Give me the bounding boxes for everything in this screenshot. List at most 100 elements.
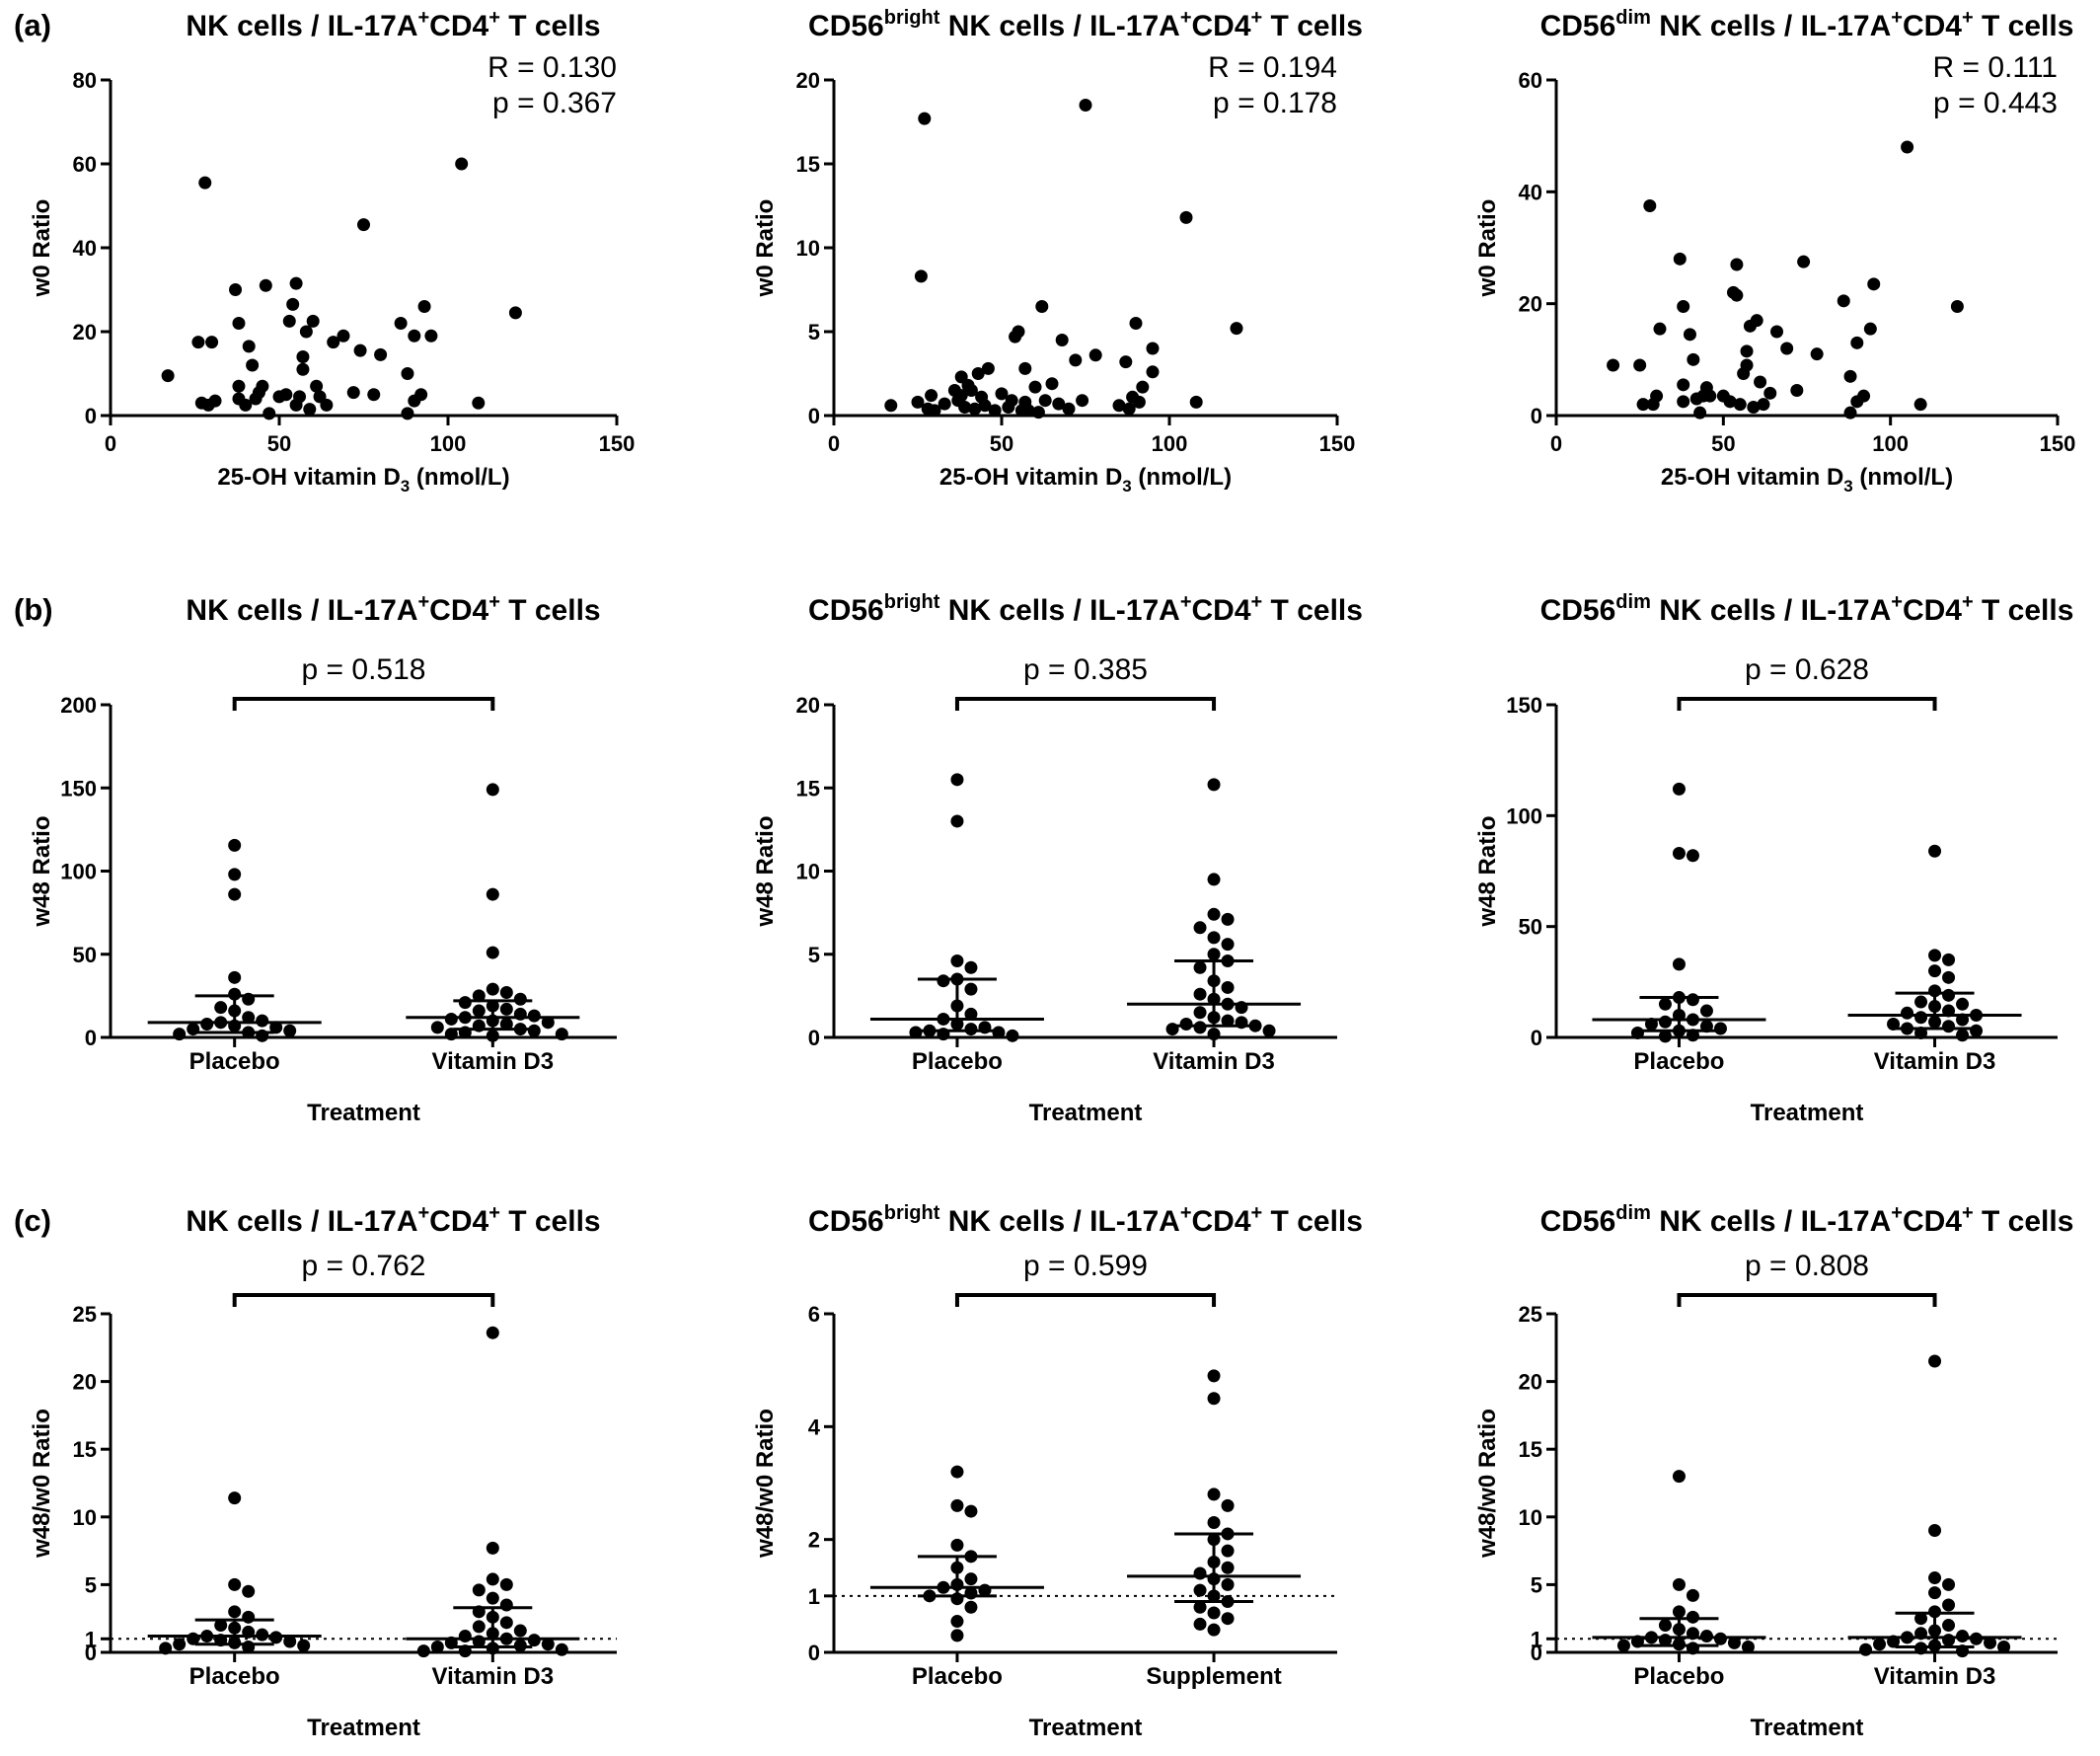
x-label-part: 25-OH vitamin D bbox=[939, 464, 1122, 491]
data-point bbox=[472, 1004, 486, 1018]
data-point bbox=[1207, 1011, 1221, 1025]
data-point bbox=[499, 1577, 513, 1591]
data-point bbox=[1950, 300, 1964, 313]
category-label: Supplement bbox=[1146, 1663, 1281, 1690]
data-point bbox=[918, 112, 932, 125]
data-point bbox=[1914, 1627, 1928, 1641]
x-axis-label: 25-OH vitamin D3 (nmol/L) bbox=[217, 464, 509, 496]
data-point bbox=[950, 1615, 964, 1629]
chart-panel-9: CD56dim NK cells / IL-17A+CD4+ T cells01… bbox=[1474, 1202, 2073, 1741]
data-point bbox=[1207, 1392, 1221, 1406]
data-point bbox=[269, 1021, 283, 1034]
p-value: p = 0.628 bbox=[1745, 653, 1869, 686]
x-tick-label: 50 bbox=[990, 431, 1013, 456]
data-point bbox=[1672, 991, 1686, 1005]
data-point bbox=[964, 1586, 978, 1600]
title-superscript: + bbox=[1180, 591, 1192, 613]
data-point bbox=[1686, 1029, 1699, 1042]
panel-letter: (c) bbox=[14, 1203, 51, 1238]
data-point bbox=[1193, 1566, 1207, 1580]
data-point bbox=[486, 887, 499, 901]
y-tick-label: 15 bbox=[73, 1437, 97, 1462]
data-point bbox=[1672, 1024, 1686, 1037]
data-point bbox=[430, 1021, 444, 1034]
data-point bbox=[1956, 1029, 1970, 1042]
data-point bbox=[950, 1629, 964, 1642]
p-value: p = 0.385 bbox=[1023, 653, 1148, 686]
panel-title: CD56bright NK cells / IL-17A+CD4+ T cell… bbox=[808, 7, 1363, 42]
data-point bbox=[992, 1026, 1006, 1039]
y-tick-label: 40 bbox=[1519, 180, 1542, 204]
data-point bbox=[1146, 365, 1160, 379]
y-tick-label: 2 bbox=[808, 1528, 820, 1553]
data-point bbox=[1221, 1577, 1235, 1591]
data-point bbox=[513, 1023, 527, 1036]
title-superscript: + bbox=[1891, 7, 1903, 29]
data-point bbox=[472, 396, 486, 410]
data-point bbox=[424, 329, 438, 343]
category-label: Vitamin D3 bbox=[1874, 1663, 1996, 1690]
title-part: T cells bbox=[500, 10, 601, 42]
data-point bbox=[408, 329, 421, 343]
data-point bbox=[1658, 1030, 1672, 1043]
data-point bbox=[242, 1610, 256, 1624]
data-point bbox=[995, 387, 1009, 401]
data-point bbox=[1221, 1014, 1235, 1028]
data-point bbox=[1727, 1636, 1741, 1649]
data-point bbox=[486, 1627, 499, 1641]
data-point bbox=[327, 336, 340, 349]
x-label-part: 25-OH vitamin D bbox=[217, 464, 400, 491]
y-tick-label: 1 bbox=[1531, 1627, 1542, 1651]
y-tick-label: 5 bbox=[808, 943, 820, 967]
data-point bbox=[499, 1018, 513, 1031]
data-point bbox=[1221, 1527, 1235, 1541]
title-superscript: + bbox=[1180, 7, 1192, 29]
data-point bbox=[1179, 1018, 1193, 1031]
data-point bbox=[1207, 1028, 1221, 1041]
x-axis-label: 25-OH vitamin D3 (nmol/L) bbox=[1661, 464, 1953, 496]
data-point bbox=[1740, 358, 1754, 372]
data-point bbox=[1686, 1013, 1699, 1027]
data-point bbox=[444, 1636, 458, 1649]
data-point bbox=[242, 1011, 256, 1025]
data-point bbox=[228, 987, 242, 1001]
y-tick-label: 25 bbox=[1519, 1302, 1542, 1327]
data-point bbox=[1235, 1001, 1248, 1015]
data-point bbox=[1088, 348, 1102, 362]
data-point bbox=[964, 1504, 978, 1518]
data-point bbox=[299, 325, 313, 339]
data-point bbox=[200, 1018, 214, 1031]
title-part: CD56 bbox=[1540, 10, 1616, 42]
data-point bbox=[1928, 1354, 1942, 1368]
data-point bbox=[337, 329, 350, 343]
title-superscript: + bbox=[1251, 1202, 1263, 1224]
y-tick-label: 200 bbox=[60, 693, 97, 718]
data-point bbox=[187, 1023, 200, 1036]
x-label-part: (nmol/L) bbox=[1132, 464, 1232, 491]
y-tick-label: 20 bbox=[796, 693, 820, 718]
data-point bbox=[486, 1641, 499, 1655]
data-point bbox=[884, 399, 898, 413]
data-point bbox=[1942, 1004, 1956, 1018]
data-point bbox=[1703, 389, 1717, 403]
data-point bbox=[1207, 1623, 1221, 1637]
data-point bbox=[1193, 1006, 1207, 1020]
data-point bbox=[283, 1024, 297, 1037]
panel-letter: (a) bbox=[14, 8, 51, 42]
title-part: CD56 bbox=[808, 1205, 884, 1238]
data-point bbox=[1207, 974, 1221, 988]
category-label: Placebo bbox=[912, 1048, 1003, 1075]
title-part: CD56 bbox=[1540, 594, 1616, 627]
y-tick-label: 0 bbox=[85, 404, 97, 428]
data-point bbox=[173, 1638, 187, 1651]
data-point bbox=[1672, 1638, 1686, 1651]
data-point bbox=[1713, 1632, 1727, 1645]
data-point bbox=[1012, 325, 1025, 339]
data-point bbox=[541, 1016, 555, 1030]
data-point bbox=[1672, 847, 1686, 861]
data-point bbox=[1207, 1572, 1221, 1586]
data-point bbox=[1901, 1006, 1914, 1020]
chart-panel-2: CD56bright NK cells / IL-17A+CD4+ T cell… bbox=[752, 7, 1363, 496]
data-point bbox=[1887, 1635, 1901, 1648]
data-point bbox=[228, 838, 242, 852]
